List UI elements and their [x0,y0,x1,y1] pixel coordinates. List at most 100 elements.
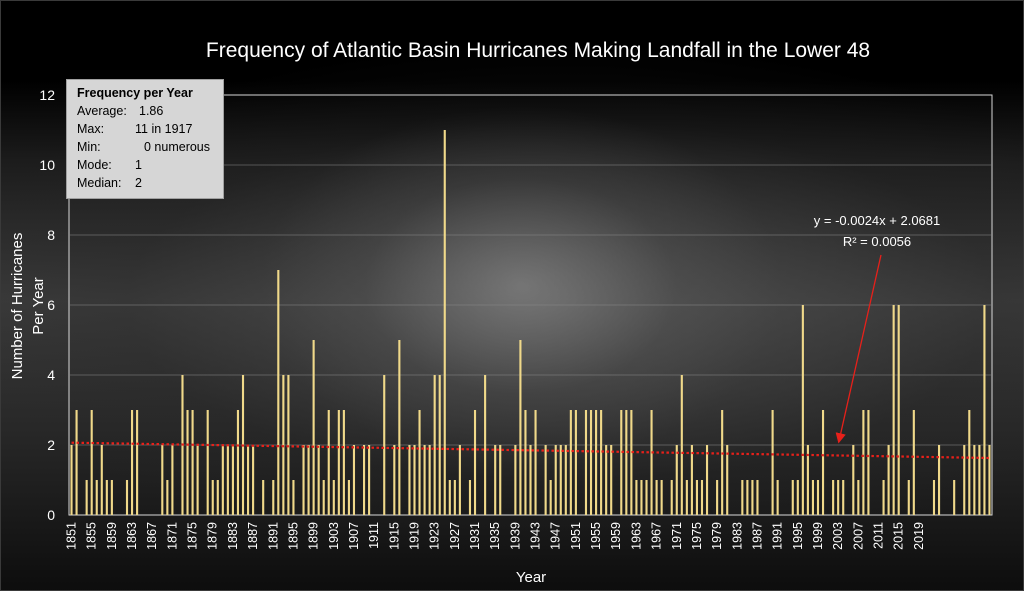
bar [332,480,335,515]
bar [484,375,487,515]
stats-row-average: Average: 1.86 [77,102,223,120]
bar [610,445,613,515]
bar [282,375,285,515]
y-tick-label: 2 [47,437,55,453]
bar [655,480,658,515]
bar [645,480,648,515]
bar [292,480,295,515]
y-axis-label: Number of Hurricanes [9,233,26,380]
x-tick-label: 1963 [629,522,643,550]
bar [963,445,966,515]
bar [125,480,129,515]
x-tick-label: 1907 [347,522,361,550]
x-tick-label: 1895 [286,522,300,550]
bar [887,445,890,515]
stats-value: 11 in 1917 [135,122,193,136]
bar [166,480,169,515]
trendline-equation: y = -0.0024x + 2.0681 [814,213,940,228]
x-tick-label: 1939 [508,522,522,550]
stats-value: 0 numerous [144,140,211,154]
bar [705,445,709,515]
bar [383,375,386,515]
bar [85,480,88,515]
bar [322,480,325,515]
bar [252,445,255,515]
stats-value: 1.86 [139,104,164,118]
bar [771,410,774,515]
bar [842,480,845,515]
bar [574,410,577,515]
x-tick-label: 1871 [165,522,179,550]
bar [75,410,78,515]
bar [776,480,779,515]
x-tick-label: 1879 [206,522,220,550]
x-tick-label: 1955 [589,522,603,550]
bar [559,445,562,515]
bar [630,410,633,515]
bar [690,445,693,515]
bar [312,340,315,515]
x-tick-label: 1851 [65,522,79,550]
bar [680,375,683,515]
bar [246,445,250,515]
x-tick-label: 1999 [811,522,825,550]
bar [832,480,835,515]
bar [605,445,608,515]
bar [857,480,860,515]
bar [862,410,865,515]
bar [685,480,688,515]
stats-value: 1 [135,158,142,172]
bar [499,445,502,515]
x-tick-label: 2011 [872,522,886,549]
bar [837,480,840,515]
bar [70,445,73,515]
x-tick-label: 1867 [145,522,159,550]
bar [968,410,971,515]
x-tick-label: 1855 [85,522,99,550]
x-tick-label: 1987 [750,522,764,550]
bar [806,445,809,515]
bar [983,305,986,515]
bar [852,445,855,515]
x-tick-label: 1915 [387,522,401,550]
y-tick-label: 8 [47,227,55,243]
bar [912,410,915,515]
stats-label: Average: [77,104,127,118]
bar [741,480,744,515]
stats-box-title: Frequency per Year [77,86,193,100]
bar [423,445,426,515]
bar [564,445,567,515]
stats-label: Median: [77,176,122,190]
bar [90,410,93,515]
x-tick-label: 1943 [529,522,543,550]
bar [337,410,340,515]
bar [221,445,224,515]
bar [524,410,527,515]
bar [196,445,199,515]
bar [988,445,991,515]
x-tick-label: 2007 [851,522,865,550]
bar [882,480,885,515]
bar [726,445,729,515]
bar [595,410,598,515]
bar [791,480,794,515]
bar [458,445,461,515]
bar [418,410,421,515]
bar [932,480,936,515]
bar [236,410,240,515]
bar [473,410,477,515]
bar [695,480,699,515]
bar [342,410,345,515]
bar [453,480,456,515]
bar [549,480,552,515]
x-tick-label: 1979 [710,522,724,550]
annotation-arrow [835,254,882,444]
bar [569,410,572,515]
bar [514,445,517,515]
bar [327,410,330,515]
x-axis-label: Year [516,569,546,586]
x-tick-label: 1995 [791,522,805,550]
bar [347,480,350,515]
bar [226,445,229,515]
